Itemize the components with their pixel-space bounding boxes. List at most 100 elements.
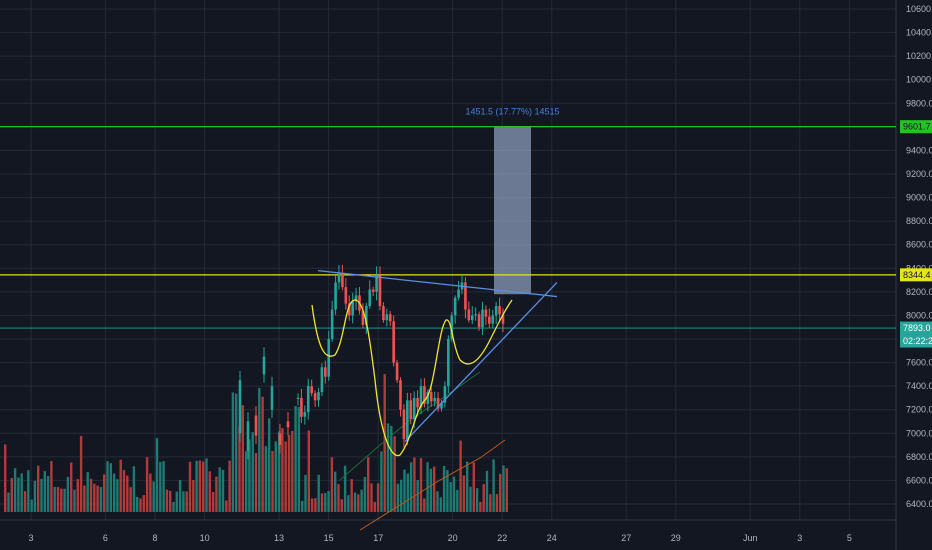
candle-body bbox=[501, 314, 505, 324]
volume-bar bbox=[413, 457, 416, 512]
price-axis[interactable]: 6400.0 6600.0 6800.0 7000.0 7200.0 7400.0 7600… bbox=[900, 4, 932, 509]
volume-bar bbox=[159, 461, 162, 512]
candlesticks bbox=[238, 264, 505, 460]
volume-bar bbox=[330, 457, 334, 512]
volume-bar bbox=[231, 392, 235, 512]
candle-body bbox=[371, 289, 375, 292]
volume-bar bbox=[502, 465, 505, 512]
volume-bar bbox=[492, 459, 495, 512]
volume-bar bbox=[310, 498, 314, 512]
volume-bar bbox=[429, 468, 433, 512]
volume-bar bbox=[208, 471, 211, 512]
price-tick-label: 7400.0 bbox=[906, 381, 932, 391]
volume-bar bbox=[268, 418, 271, 512]
price-tick-label: 9000.0 bbox=[906, 193, 932, 203]
volume-bar bbox=[363, 476, 367, 512]
time-axis[interactable]: 3 6 8 10 13 15 17 20 22 24 27 29 Jun 3 5 bbox=[28, 533, 851, 543]
candle-body bbox=[320, 367, 324, 393]
volume-bar bbox=[225, 500, 228, 512]
volume-bar bbox=[409, 462, 413, 512]
volume-bar bbox=[126, 475, 129, 512]
candle-body bbox=[433, 397, 436, 402]
volume-bar bbox=[393, 436, 396, 512]
grid-lines bbox=[0, 0, 897, 550]
candle-body bbox=[450, 315, 454, 339]
time-tick-label: 15 bbox=[324, 533, 334, 543]
last-price-badge bbox=[900, 321, 932, 335]
candle-body bbox=[409, 400, 413, 420]
volume-bar bbox=[79, 436, 83, 512]
volume-bar bbox=[419, 458, 423, 512]
volume-bar bbox=[17, 477, 20, 512]
volume-bar bbox=[152, 481, 155, 512]
volume-bar bbox=[89, 478, 93, 512]
price-tick-label: 7200.0 bbox=[906, 405, 932, 415]
volume-bar bbox=[370, 483, 373, 512]
volume-bar bbox=[172, 501, 175, 512]
candle-body bbox=[368, 289, 372, 306]
volume-bar bbox=[27, 470, 30, 512]
volume-bar bbox=[373, 501, 376, 512]
volume-bar bbox=[185, 491, 188, 512]
candle-body bbox=[484, 309, 488, 317]
volume-bar bbox=[218, 467, 221, 512]
last-price-badge-label: 7893.0 bbox=[903, 323, 931, 333]
volume-bar bbox=[211, 491, 215, 512]
candle-body bbox=[361, 310, 365, 325]
candle-body bbox=[347, 303, 351, 316]
candle-body bbox=[498, 306, 501, 315]
volume-bar bbox=[396, 483, 400, 512]
volume-bar bbox=[254, 453, 258, 512]
measure-tool[interactable]: 1451.5 (17.77%) 14515 bbox=[465, 107, 560, 295]
volume-bar bbox=[495, 494, 499, 512]
candle-body bbox=[440, 402, 443, 409]
candle-body bbox=[354, 295, 358, 302]
candle-body bbox=[457, 289, 460, 298]
volume-bar bbox=[343, 465, 347, 512]
volume-bar bbox=[7, 492, 10, 512]
candle-body bbox=[286, 421, 290, 428]
volume-bar bbox=[40, 478, 43, 512]
volume-bar bbox=[479, 501, 482, 512]
volume-bar bbox=[205, 458, 208, 512]
candle-body bbox=[330, 309, 334, 339]
volume-bar bbox=[33, 480, 37, 512]
volume-bar bbox=[165, 489, 169, 512]
time-tick-label: 13 bbox=[274, 533, 284, 543]
volume-bar bbox=[462, 475, 466, 512]
time-tick-label: 24 bbox=[547, 533, 557, 543]
volume-bar bbox=[86, 472, 89, 512]
volume-bar bbox=[304, 474, 307, 512]
volume-bar bbox=[485, 470, 489, 512]
drawings[interactable] bbox=[311, 269, 558, 457]
volume-bar bbox=[436, 491, 439, 512]
volume-bar bbox=[192, 479, 195, 512]
volume-bar bbox=[258, 387, 261, 512]
horizontal-lines[interactable] bbox=[0, 126, 896, 329]
candle-body bbox=[494, 306, 498, 316]
volume-bar bbox=[294, 406, 297, 512]
candle-body bbox=[270, 386, 274, 410]
resistance-badge-label: 8344.4 bbox=[903, 270, 931, 280]
volume-bar bbox=[320, 493, 324, 512]
candle-body bbox=[278, 433, 282, 446]
volume-bar bbox=[175, 491, 178, 512]
price-tick-label: 6800.0 bbox=[906, 452, 932, 462]
volume-bar bbox=[195, 460, 198, 512]
volume-bar bbox=[112, 473, 116, 512]
volume-bar bbox=[149, 473, 152, 512]
volume-bar bbox=[317, 474, 320, 512]
countdown-badge bbox=[900, 334, 932, 348]
candle-body bbox=[334, 282, 337, 310]
volume-bar bbox=[442, 465, 446, 512]
volume-bar bbox=[347, 495, 350, 512]
volume-bar bbox=[367, 457, 370, 512]
volume-bar bbox=[162, 461, 165, 512]
volume-bar bbox=[10, 478, 13, 512]
candle-body bbox=[303, 412, 307, 417]
volume-bar bbox=[281, 428, 284, 512]
volume-bar bbox=[297, 407, 301, 512]
volume-bar bbox=[83, 485, 86, 512]
volume-bar bbox=[383, 374, 386, 512]
